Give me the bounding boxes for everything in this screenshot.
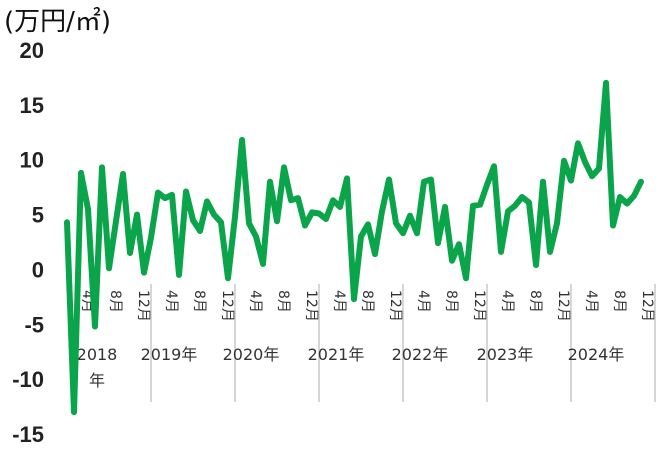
y-axis-unit-label: (万円/㎡) bbox=[4, 7, 111, 37]
x-year-label-suffix: 年 bbox=[89, 371, 105, 390]
x-month-tick-label: 4月 bbox=[499, 290, 515, 313]
x-month-tick-label: 8月 bbox=[527, 290, 543, 313]
x-year-label: 2020年 bbox=[223, 345, 280, 364]
x-month-tick-label: 12月 bbox=[387, 290, 403, 322]
x-month-tick-label: 8月 bbox=[275, 290, 291, 313]
x-month-tick-label: 12月 bbox=[219, 290, 235, 322]
x-month-tick-label: 8月 bbox=[611, 290, 627, 313]
x-year-label: 2024年 bbox=[568, 345, 625, 364]
price-change-line bbox=[64, 79, 644, 416]
x-year-label: 2018 bbox=[77, 345, 118, 364]
y-tick-label: 20 bbox=[20, 38, 44, 63]
x-year-label: 2022年 bbox=[392, 345, 449, 364]
x-month-tick-label: 8月 bbox=[443, 290, 459, 313]
x-month-tick-label: 4月 bbox=[163, 290, 179, 313]
x-month-tick-label: 12月 bbox=[135, 290, 151, 322]
y-tick-label: -5 bbox=[24, 312, 44, 337]
y-tick-label: 15 bbox=[20, 93, 44, 118]
x-month-tick-label: 12月 bbox=[471, 290, 487, 322]
y-tick-label: -10 bbox=[12, 367, 44, 392]
x-month-tick-label: 4月 bbox=[583, 290, 599, 313]
x-month-tick-label: 12月 bbox=[639, 290, 655, 322]
y-tick-label: 0 bbox=[32, 257, 44, 282]
x-year-label: 2019年 bbox=[141, 345, 198, 364]
y-tick-label: 5 bbox=[32, 203, 44, 228]
x-month-tick-label: 12月 bbox=[303, 290, 319, 322]
x-month-tick-label: 8月 bbox=[191, 290, 207, 313]
x-month-tick-label: 4月 bbox=[247, 290, 263, 313]
y-tick-label: 10 bbox=[20, 148, 44, 173]
x-axis: 4月 8月 12月 4月 8月 12月 4月 8月 12月 4月 8月 12月 4月 8月 12月 4月 8月 1… bbox=[77, 284, 656, 402]
y-axis-ticks: 20 15 10 5 0 -5 -10 -15 bbox=[12, 38, 44, 447]
x-year-label: 2021年 bbox=[308, 345, 365, 364]
x-month-tick-label: 4月 bbox=[331, 290, 347, 313]
x-month-tick-label: 4月 bbox=[415, 290, 431, 313]
x-month-tick-label: 8月 bbox=[359, 290, 375, 313]
x-month-tick-label: 8月 bbox=[107, 290, 123, 313]
x-month-tick-label: 12月 bbox=[555, 290, 571, 322]
y-tick-label: -15 bbox=[12, 422, 44, 447]
x-year-label: 2023年 bbox=[477, 345, 534, 364]
